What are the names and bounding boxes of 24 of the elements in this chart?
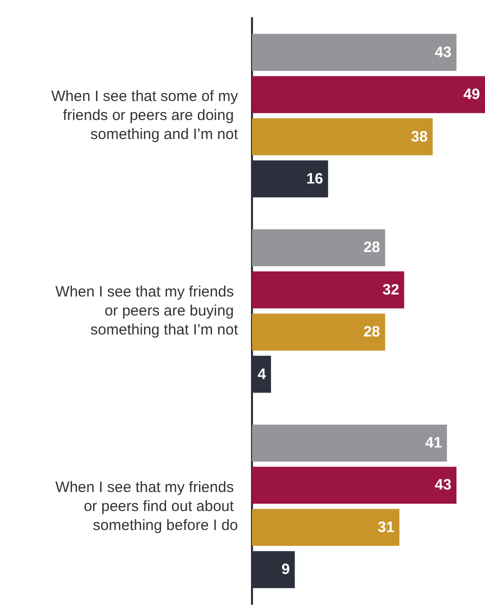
bar	[252, 508, 400, 546]
bar	[252, 314, 386, 351]
y-tick-label: When I see that some of my friends or peers are doing something and I’m not	[51, 88, 239, 144]
data-label: 43	[434, 476, 452, 494]
data-label: 28	[363, 239, 380, 256]
data-label: 49	[463, 86, 480, 104]
data-label: 16	[306, 170, 324, 188]
data-label: 32	[382, 281, 400, 298]
data-label: 9	[281, 561, 290, 578]
bar	[252, 34, 456, 71]
bar	[252, 466, 456, 504]
data-label: 41	[425, 434, 442, 452]
bar	[252, 271, 404, 308]
bar	[252, 424, 447, 462]
bar	[252, 229, 386, 266]
y-tick-label: When I see that my friends or peers are buying something that I’m not	[55, 284, 239, 338]
data-label: 28	[363, 324, 380, 341]
data-label: 38	[411, 128, 428, 146]
data-label: 31	[378, 518, 394, 536]
bar	[252, 118, 433, 156]
data-label: 4	[258, 366, 267, 383]
bar	[252, 76, 485, 114]
y-tick-label: When I see that my friends or peers find out about something before I do	[55, 478, 238, 534]
data-label: 43	[434, 44, 452, 61]
